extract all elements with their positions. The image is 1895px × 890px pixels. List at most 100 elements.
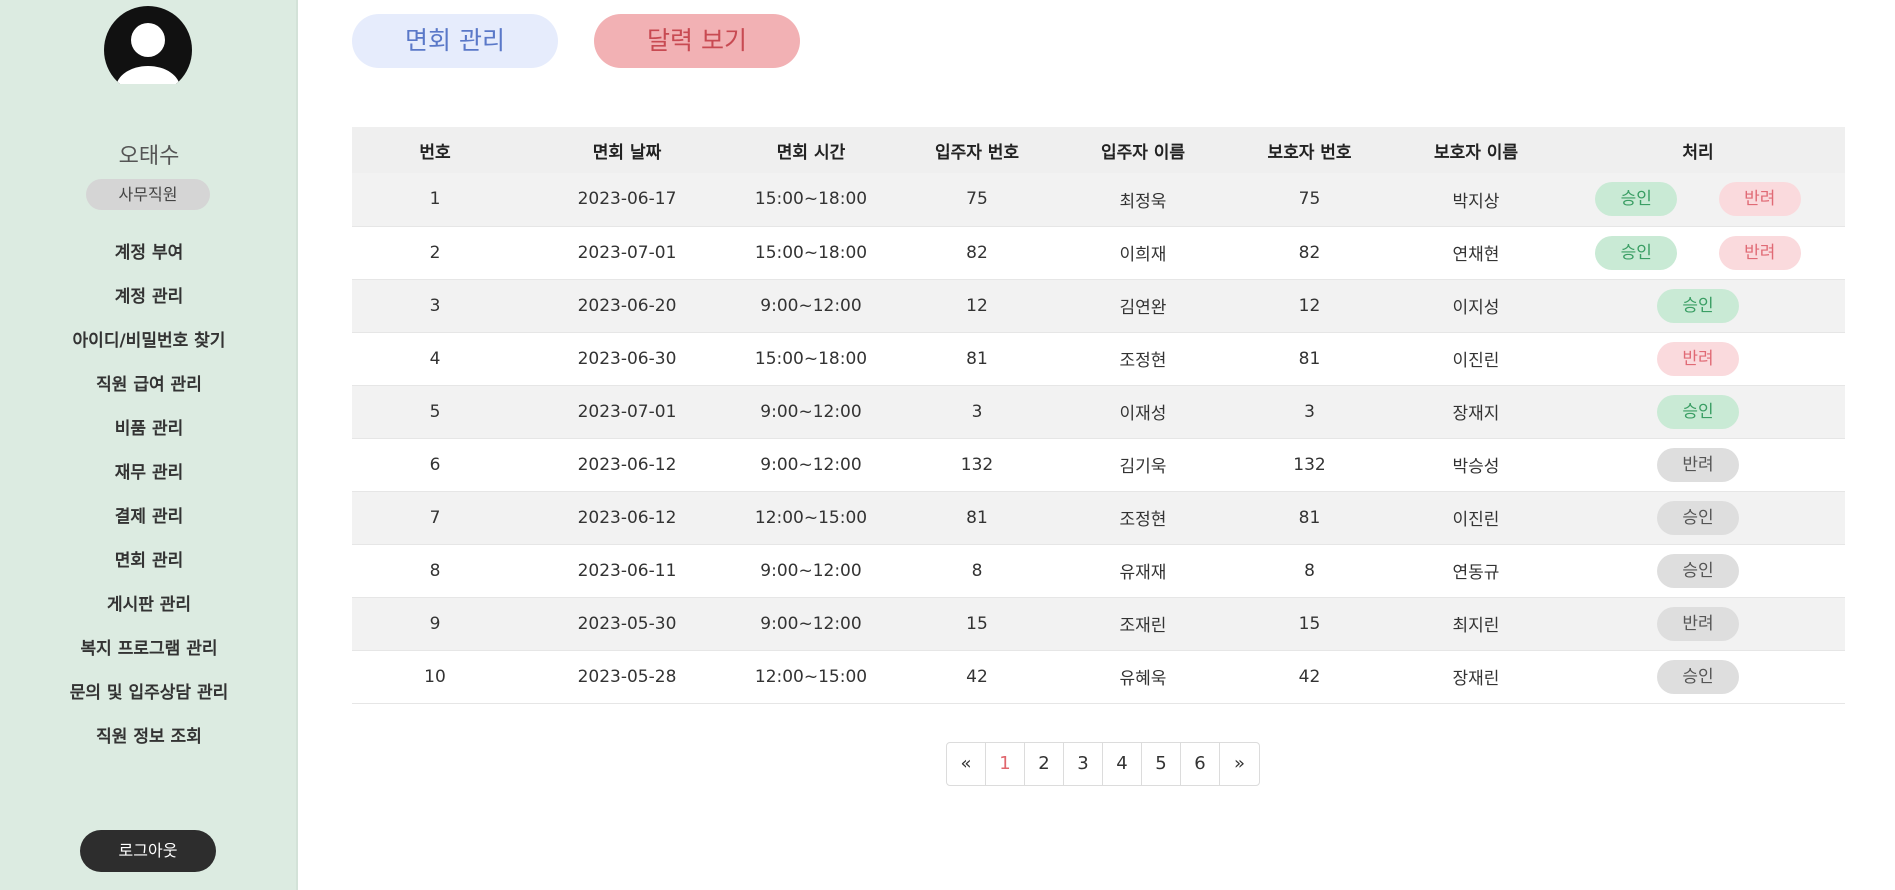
pagination-prev-button[interactable]: « (947, 743, 986, 785)
reject-button[interactable]: 반려 (1718, 235, 1801, 270)
cell-time: 9:00~12:00 (760, 295, 862, 316)
cell-number: 9 (429, 613, 441, 634)
cell-date: 2023-05-30 (577, 613, 677, 634)
status-badge-processed: 반려 (1657, 606, 1739, 641)
cell-guardian-name: 이진린 (1452, 351, 1500, 371)
cell-guardian-number: 132 (1293, 454, 1326, 475)
header-resident-name: 입주자 이름 (1100, 142, 1186, 163)
cell-resident-name: 이희재 (1119, 245, 1167, 265)
cell-time: 9:00~12:00 (760, 613, 862, 634)
cell-guardian-name: 장재지 (1452, 404, 1500, 424)
pagination-page-2[interactable]: 2 (1025, 743, 1064, 785)
menu-item-payment-management[interactable]: 결제 관리 (114, 507, 184, 527)
menu-item-board-management[interactable]: 게시판 관리 (106, 595, 192, 615)
header-number: 번호 (419, 142, 451, 163)
sidebar: 오태수 사무직원 계정 부여 계정 관리 아이디/비밀번호 찾기 직원 급여 관… (0, 0, 298, 890)
cell-date: 2023-05-28 (577, 666, 677, 687)
menu-item-welfare-program[interactable]: 복지 프로그램 관리 (80, 639, 218, 659)
cell-resident-number: 8 (971, 560, 983, 581)
pagination-page-3[interactable]: 3 (1064, 743, 1103, 785)
menu-item-account-grant[interactable]: 계정 부여 (114, 243, 184, 263)
cell-guardian-name: 박지상 (1452, 191, 1500, 212)
cell-action: 반려 (1551, 597, 1845, 650)
table-row: 7 2023-06-12 12:00~15:00 81 조정현 81 이진린 승… (352, 491, 1845, 544)
header-guardian-number: 보호자 번호 (1267, 142, 1352, 163)
status-badge-processed: 승인 (1657, 553, 1739, 588)
cell-resident-name: 조재린 (1119, 616, 1167, 636)
table-row: 2 2023-07-01 15:00~18:00 82 이희재 82 연채현 승… (352, 226, 1845, 279)
cell-resident-number: 81 (966, 348, 988, 369)
menu-item-inquiry-consulting[interactable]: 문의 및 입주상담 관리 (69, 683, 229, 703)
cell-resident-number: 12 (966, 295, 988, 316)
cell-guardian-number: 42 (1298, 666, 1321, 687)
cell-number: 4 (429, 348, 441, 369)
cell-action: 반려 (1551, 438, 1845, 491)
cell-time: 9:00~12:00 (760, 401, 862, 422)
approve-button[interactable]: 승인 (1595, 182, 1678, 217)
header-action: 처리 (1682, 142, 1714, 163)
menu-item-account-management[interactable]: 계정 관리 (114, 287, 184, 307)
cell-guardian-number: 15 (1298, 613, 1321, 634)
cell-number: 2 (429, 242, 441, 263)
cell-action: 승인 (1551, 491, 1845, 544)
menu-item-finance-management[interactable]: 재무 관리 (114, 463, 184, 483)
cell-number: 8 (429, 560, 441, 581)
cell-date: 2023-06-12 (577, 454, 677, 475)
status-badge-approved: 승인 (1657, 394, 1739, 429)
pagination-next-button[interactable]: » (1233, 753, 1245, 774)
menu-item-salary-management[interactable]: 직원 급여 관리 (96, 375, 202, 395)
pagination-page-4[interactable]: 4 (1103, 743, 1142, 785)
cell-number: 10 (424, 666, 446, 687)
table-row: 4 2023-06-30 15:00~18:00 81 조정현 81 이진린 반… (352, 332, 1845, 385)
pagination: « 1 2 3 4 5 6 » (946, 742, 1260, 786)
cell-time: 15:00~18:00 (754, 189, 868, 210)
cell-guardian-name: 연채현 (1452, 245, 1500, 265)
tab-visit-management[interactable]: 면회 관리 (352, 14, 558, 68)
cell-date: 2023-06-30 (577, 348, 677, 369)
status-badge-processed: 승인 (1657, 659, 1739, 694)
logout-button[interactable]: 로그아웃 (80, 830, 216, 872)
table-row: 3 2023-06-20 9:00~12:00 12 김연완 12 이지성 승인 (352, 279, 1845, 332)
cell-resident-name: 유혜욱 (1119, 669, 1167, 689)
approve-button[interactable]: 승인 (1595, 235, 1678, 270)
menu-item-visit-management[interactable]: 면회 관리 (114, 551, 184, 571)
menu-item-supplies-management[interactable]: 비품 관리 (114, 419, 184, 439)
cell-guardian-number: 75 (1298, 189, 1321, 210)
cell-time: 9:00~12:00 (760, 454, 862, 475)
cell-number: 1 (429, 189, 441, 210)
cell-time: 12:00~15:00 (754, 666, 868, 687)
header-guardian-name: 보호자 이름 (1433, 142, 1519, 163)
cell-date: 2023-07-01 (577, 401, 677, 422)
cell-action: 승인 (1551, 279, 1845, 332)
table-row: 10 2023-05-28 12:00~15:00 42 유혜욱 42 장재린 … (352, 650, 1845, 703)
table-row: 5 2023-07-01 9:00~12:00 3 이재성 3 장재지 승인 (352, 385, 1845, 438)
cell-action: 승인 (1551, 544, 1845, 597)
cell-guardian-number: 3 (1304, 401, 1315, 422)
table-row: 6 2023-06-12 9:00~12:00 132 김기욱 132 박승성 … (352, 438, 1845, 491)
cell-number: 7 (429, 507, 441, 528)
status-badge-approved: 승인 (1657, 288, 1739, 323)
cell-resident-number: 15 (966, 613, 988, 634)
tab-calendar-view[interactable]: 달력 보기 (594, 14, 800, 68)
cell-guardian-number: 81 (1298, 507, 1321, 528)
cell-guardian-number: 81 (1298, 348, 1321, 369)
menu-item-staff-info[interactable]: 직원 정보 조회 (96, 727, 202, 747)
cell-action: 승인 (1551, 650, 1845, 703)
cell-resident-name: 조정현 (1119, 510, 1167, 530)
visit-table-container: 번호 면회 날짜 면회 시간 입주자 번호 입주자 이름 보호자 번호 보호자 … (352, 127, 1845, 704)
pagination-page-6[interactable]: 6 (1181, 743, 1220, 785)
cell-resident-number: 81 (966, 507, 988, 528)
cell-resident-name: 최정욱 (1119, 191, 1167, 212)
cell-guardian-number: 82 (1298, 242, 1321, 263)
reject-button[interactable]: 반려 (1718, 182, 1801, 217)
pagination-page-1[interactable]: 1 (986, 743, 1025, 785)
visit-table: 번호 면회 날짜 면회 시간 입주자 번호 입주자 이름 보호자 번호 보호자 … (352, 127, 1845, 704)
cell-time: 15:00~18:00 (754, 242, 868, 263)
menu-item-find-id-password[interactable]: 아이디/비밀번호 찾기 (72, 331, 226, 351)
cell-date: 2023-06-11 (577, 560, 677, 581)
cell-guardian-name: 장재린 (1452, 669, 1500, 689)
sidebar-menu: 계정 부여 계정 관리 아이디/비밀번호 찾기 직원 급여 관리 비품 관리 재… (0, 236, 298, 764)
cell-date: 2023-06-20 (577, 295, 677, 316)
cell-date: 2023-07-01 (577, 242, 677, 263)
pagination-page-5[interactable]: 5 (1142, 743, 1181, 785)
